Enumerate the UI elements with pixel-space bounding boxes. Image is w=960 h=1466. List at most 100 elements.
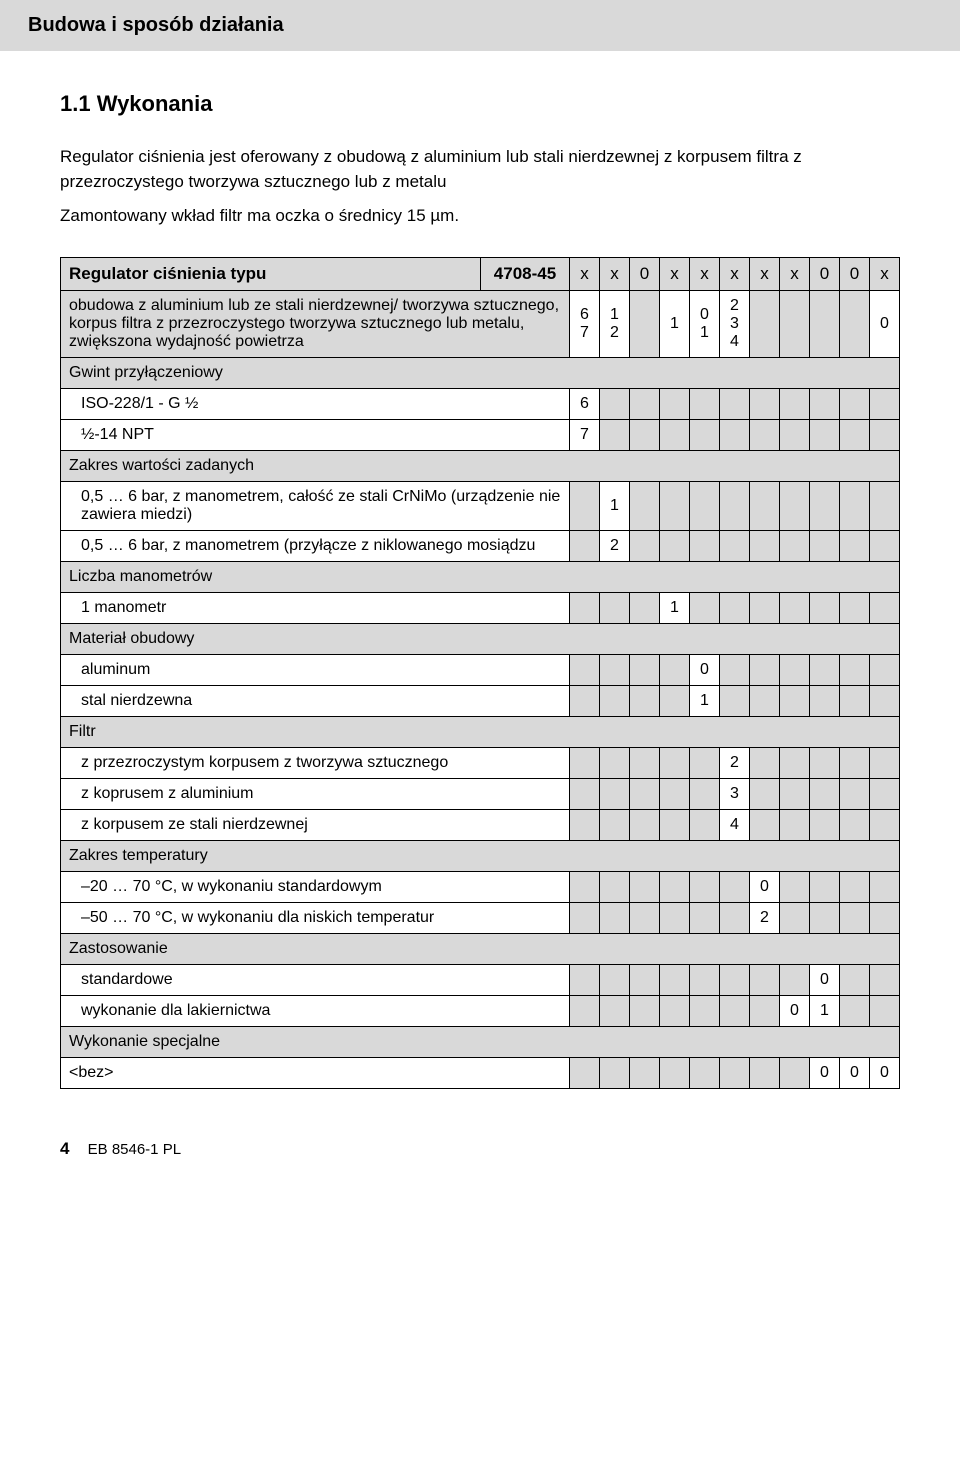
row-value: 1 2 — [600, 290, 630, 357]
row-value — [690, 388, 720, 419]
row-value: 2 3 4 — [720, 290, 750, 357]
group-label: Filtr — [61, 716, 900, 747]
row-value — [630, 481, 660, 530]
row-value — [720, 902, 750, 933]
group-label: Wykonanie specjalne — [61, 1026, 900, 1057]
row-value — [720, 964, 750, 995]
row-value — [750, 290, 780, 357]
header-col: x — [570, 257, 600, 290]
row-value: 1 — [690, 685, 720, 716]
row-value — [630, 871, 660, 902]
row-value — [690, 871, 720, 902]
row-value — [570, 871, 600, 902]
row-value — [720, 388, 750, 419]
row-value — [750, 809, 780, 840]
group-label: Gwint przyłączeniowy — [61, 357, 900, 388]
header-col: x — [780, 257, 810, 290]
row-label: 0,5 … 6 bar, z manometrem, całość ze sta… — [61, 481, 570, 530]
header-label: Regulator ciśnienia typu — [61, 257, 481, 290]
row-value — [780, 654, 810, 685]
header-col: x — [690, 257, 720, 290]
row-label: aluminum — [61, 654, 570, 685]
row-value — [750, 964, 780, 995]
content-area: 1.1 Wykonania Regulator ciśnienia jest o… — [0, 51, 960, 1109]
row-value — [720, 1057, 750, 1088]
row-value — [600, 592, 630, 623]
row-value — [870, 592, 900, 623]
row-label: 0,5 … 6 bar, z manometrem (przyłącze z n… — [61, 530, 570, 561]
row-value — [810, 902, 840, 933]
row-value — [660, 902, 690, 933]
row-value — [750, 481, 780, 530]
row-value — [630, 995, 660, 1026]
row-value — [720, 419, 750, 450]
row-value — [660, 1057, 690, 1088]
row-value — [600, 419, 630, 450]
row-value — [840, 747, 870, 778]
row-value — [870, 871, 900, 902]
row-value — [630, 902, 660, 933]
row-value: 0 — [810, 964, 840, 995]
row-value — [870, 747, 900, 778]
row-value — [630, 388, 660, 419]
row-value — [780, 419, 810, 450]
row-value — [660, 995, 690, 1026]
row-value: 0 — [840, 1057, 870, 1088]
row-value — [870, 778, 900, 809]
row-value: 0 1 — [690, 290, 720, 357]
row-value — [840, 964, 870, 995]
row-value — [570, 995, 600, 1026]
page-number: 4 — [60, 1139, 69, 1158]
row-label: z korpusem ze stali nierdzewnej — [61, 809, 570, 840]
row-value — [720, 871, 750, 902]
row-value — [870, 964, 900, 995]
row-value — [570, 592, 600, 623]
row-value — [840, 419, 870, 450]
row-label: ISO-228/1 - G ½ — [61, 388, 570, 419]
row-value — [720, 530, 750, 561]
row-value — [810, 481, 840, 530]
row-value: 0 — [780, 995, 810, 1026]
row-value — [870, 685, 900, 716]
row-value — [690, 964, 720, 995]
row-value — [630, 530, 660, 561]
row-value — [690, 995, 720, 1026]
row-value — [810, 654, 840, 685]
row-label: wykonanie dla lakiernictwa — [61, 995, 570, 1026]
row-value — [840, 592, 870, 623]
row-value: 7 — [570, 419, 600, 450]
row-value — [840, 778, 870, 809]
row-value — [570, 964, 600, 995]
header-col: x — [660, 257, 690, 290]
row-value — [780, 592, 810, 623]
row-value — [600, 747, 630, 778]
row-label: z przezroczystym korpusem z tworzywa szt… — [61, 747, 570, 778]
row-value — [840, 654, 870, 685]
row-value — [810, 290, 840, 357]
row-label: <bez> — [61, 1057, 570, 1088]
row-value — [600, 902, 630, 933]
row-value — [660, 654, 690, 685]
row-value — [690, 592, 720, 623]
row-value — [660, 419, 690, 450]
row-value: 0 — [690, 654, 720, 685]
paragraph-2: Zamontowany wkład filtr ma oczka o średn… — [60, 204, 900, 229]
row-value — [750, 419, 780, 450]
row-value — [840, 388, 870, 419]
row-value — [630, 654, 660, 685]
page-footer: 4 EB 8546-1 PL — [0, 1109, 960, 1179]
row-value — [690, 747, 720, 778]
row-value — [780, 1057, 810, 1088]
row-value — [570, 778, 600, 809]
row-label: 1 manometr — [61, 592, 570, 623]
row-value — [750, 654, 780, 685]
row-label: –50 … 70 °C, w wykonaniu dla niskich tem… — [61, 902, 570, 933]
row-label: standardowe — [61, 964, 570, 995]
row-label: –20 … 70 °C, w wykonaniu standardowym — [61, 871, 570, 902]
row-value — [660, 778, 690, 809]
row-value — [780, 530, 810, 561]
row-value — [570, 654, 600, 685]
row-value — [660, 747, 690, 778]
row-value — [840, 995, 870, 1026]
row-value — [750, 685, 780, 716]
